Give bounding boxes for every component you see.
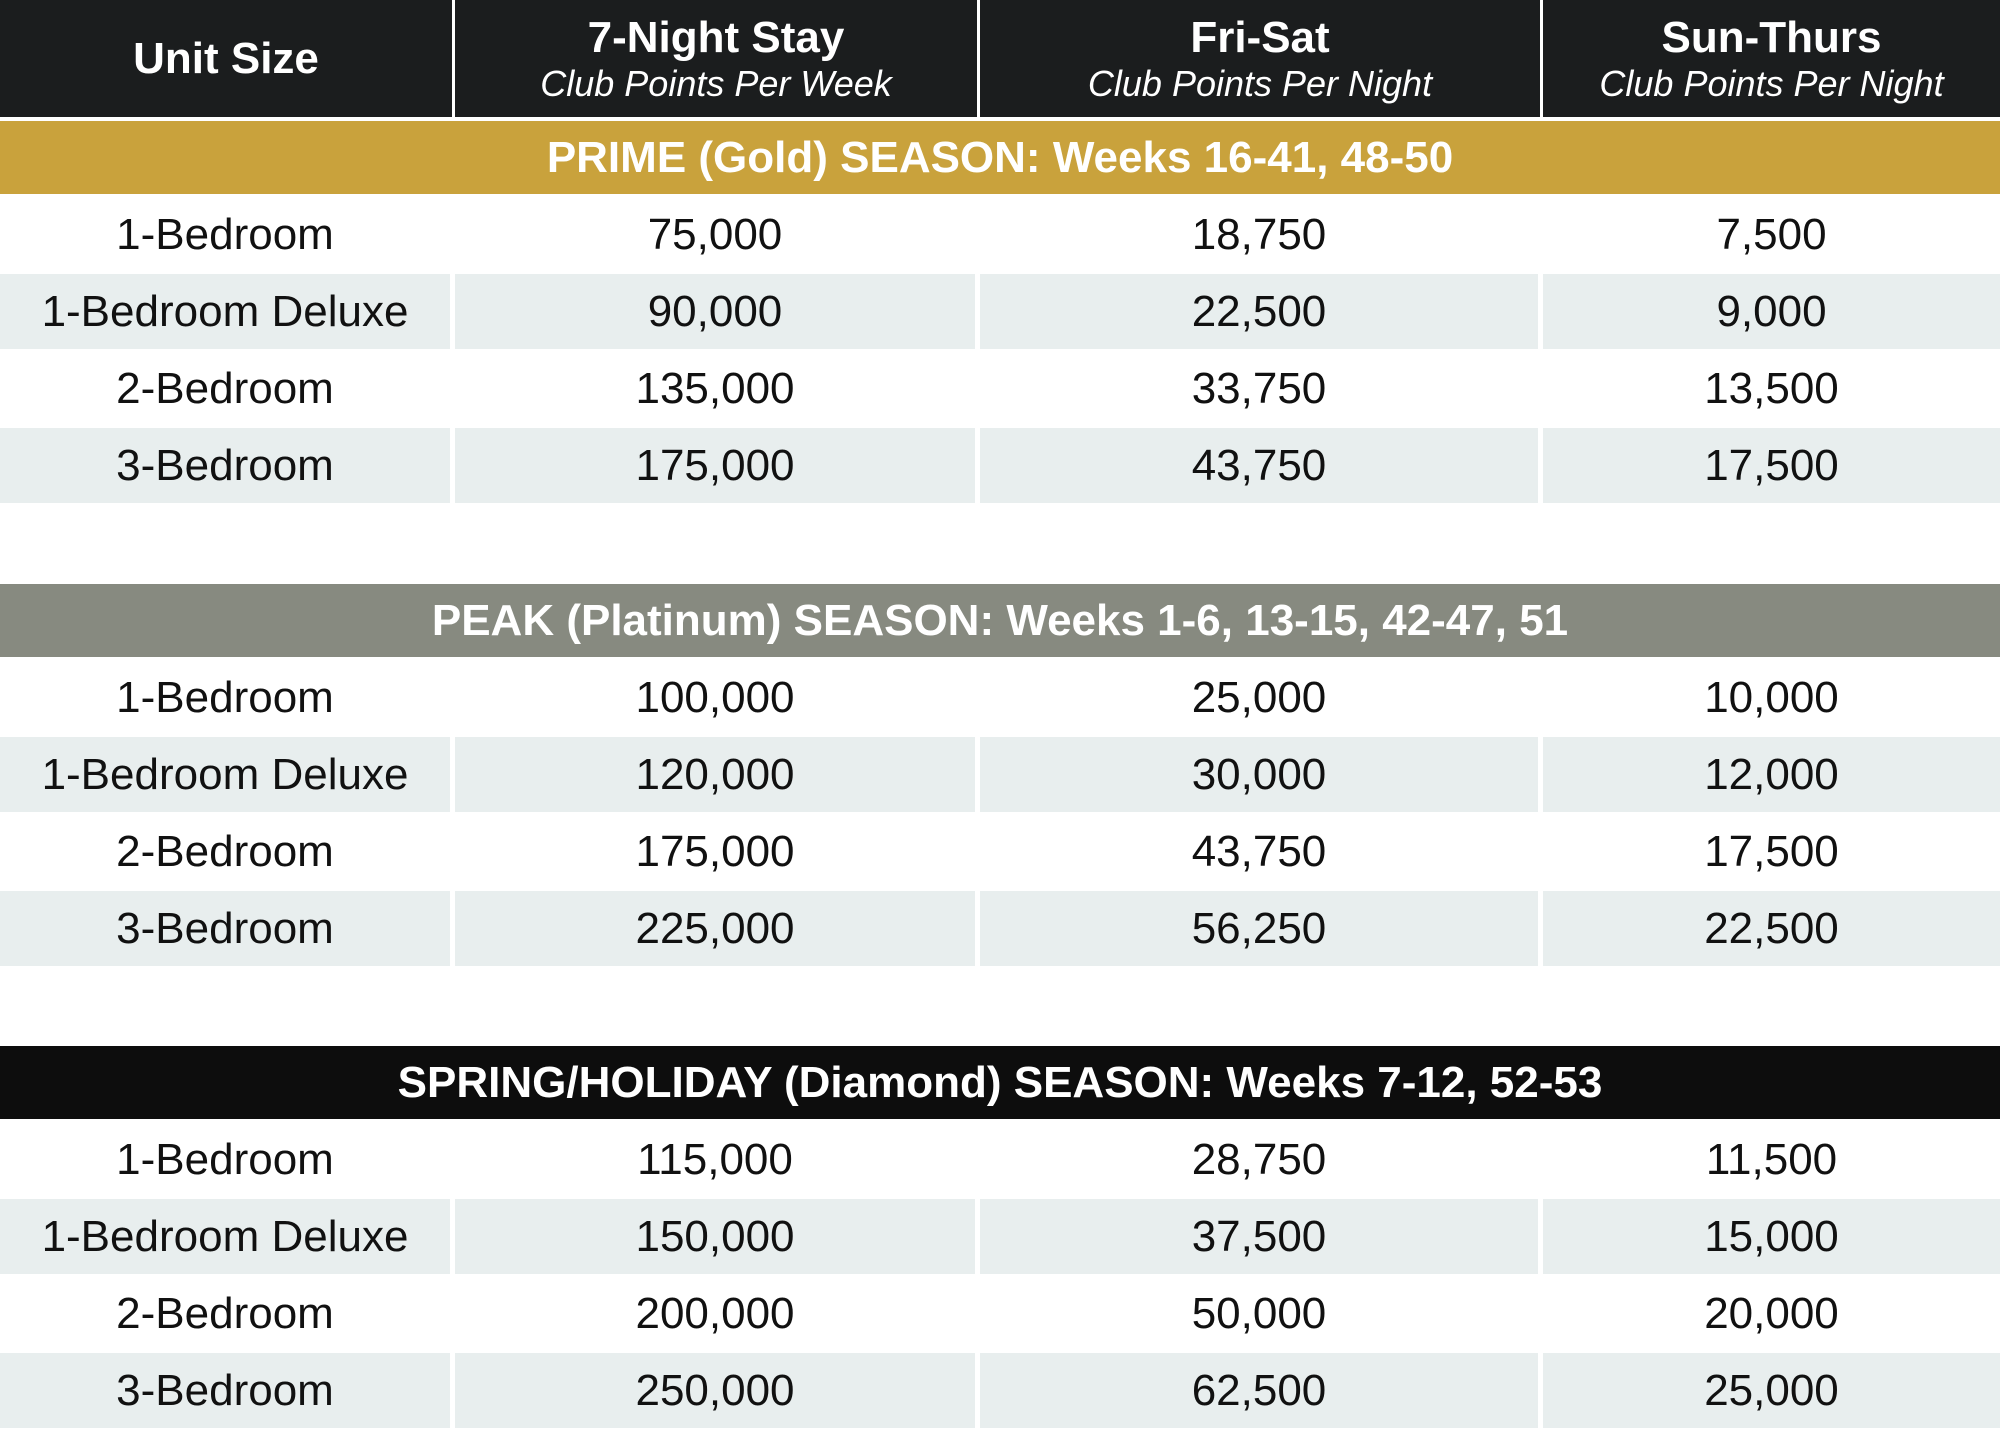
fri-sat-points-cell: 25,000: [980, 660, 1543, 737]
fri-sat-points-cell: 22,500: [980, 274, 1543, 351]
week-points-cell: 120,000: [455, 737, 980, 814]
week-points-cell: 115,000: [455, 1122, 980, 1199]
unit-size-cell: 2-Bedroom: [0, 814, 455, 891]
season-band-prime-gold: PRIME (Gold) SEASON: Weeks 16-41, 48-50: [0, 121, 2000, 194]
table-row: 1-Bedroom 115,000 28,750 11,500: [0, 1122, 2000, 1199]
week-points-cell: 175,000: [455, 428, 980, 505]
week-points-cell: 200,000: [455, 1276, 980, 1353]
fri-sat-points-cell: 43,750: [980, 428, 1543, 505]
fri-sat-points-cell: 43,750: [980, 814, 1543, 891]
header-subtitle: Club Points Per Night: [1087, 62, 1433, 104]
sun-thurs-points-cell: 22,500: [1543, 891, 2000, 968]
header-subtitle: Club Points Per Night: [1599, 62, 1944, 104]
fri-sat-points-cell: 56,250: [980, 891, 1543, 968]
sun-thurs-points-cell: 13,500: [1543, 351, 2000, 428]
header-subtitle: Club Points Per Week: [540, 62, 892, 104]
week-points-cell: 90,000: [455, 274, 980, 351]
sun-thurs-points-cell: 7,500: [1543, 197, 2000, 274]
table-row: 3-Bedroom 225,000 56,250 22,500: [0, 891, 2000, 968]
sun-thurs-points-cell: 17,500: [1543, 428, 2000, 505]
week-points-cell: 225,000: [455, 891, 980, 968]
unit-size-cell: 1-Bedroom: [0, 1122, 455, 1199]
week-points-cell: 75,000: [455, 197, 980, 274]
unit-size-cell: 3-Bedroom: [0, 891, 455, 968]
unit-size-cell: 1-Bedroom Deluxe: [0, 737, 455, 814]
fri-sat-points-cell: 18,750: [980, 197, 1543, 274]
sun-thurs-points-cell: 11,500: [1543, 1122, 2000, 1199]
table-row: 1-Bedroom 100,000 25,000 10,000: [0, 660, 2000, 737]
week-points-cell: 175,000: [455, 814, 980, 891]
season-rows-prime-gold: 1-Bedroom 75,000 18,750 7,500 1-Bedroom Delu…: [0, 197, 2000, 505]
table-row: 2-Bedroom 175,000 43,750 17,500: [0, 814, 2000, 891]
sun-thurs-points-cell: 25,000: [1543, 1353, 2000, 1430]
table-row: 2-Bedroom 135,000 33,750 13,500: [0, 351, 2000, 428]
season-band-peak-platinum: PEAK (Platinum) SEASON: Weeks 1-6, 13-15…: [0, 584, 2000, 657]
unit-size-cell: 1-Bedroom Deluxe: [0, 274, 455, 351]
fri-sat-points-cell: 28,750: [980, 1122, 1543, 1199]
header-title: Sun-Thurs: [1661, 12, 1882, 62]
table-row: 1-Bedroom Deluxe 150,000 37,500 15,000: [0, 1199, 2000, 1276]
table-header: Unit Size 7-Night Stay Club Points Per W…: [0, 0, 2000, 117]
unit-size-cell: 3-Bedroom: [0, 1353, 455, 1430]
header-sun-thurs: Sun-Thurs Club Points Per Night: [1543, 0, 2000, 117]
season-rows-peak-platinum: 1-Bedroom 100,000 25,000 10,000 1-Bedroom De…: [0, 660, 2000, 968]
table-row: 1-Bedroom 75,000 18,750 7,500: [0, 197, 2000, 274]
table-row: 3-Bedroom 250,000 62,500 25,000: [0, 1353, 2000, 1430]
sun-thurs-points-cell: 10,000: [1543, 660, 2000, 737]
header-unit-size: Unit Size: [0, 0, 455, 117]
fri-sat-points-cell: 37,500: [980, 1199, 1543, 1276]
sun-thurs-points-cell: 20,000: [1543, 1276, 2000, 1353]
fri-sat-points-cell: 62,500: [980, 1353, 1543, 1430]
season-rows-spring-holiday-diamond: 1-Bedroom 115,000 28,750 11,500 1-Bedroom De…: [0, 1122, 2000, 1430]
season-band-spring-holiday-diamond: SPRING/HOLIDAY (Diamond) SEASON: Weeks 7…: [0, 1046, 2000, 1119]
sun-thurs-points-cell: 17,500: [1543, 814, 2000, 891]
fri-sat-points-cell: 50,000: [980, 1276, 1543, 1353]
table-row: 2-Bedroom 200,000 50,000 20,000: [0, 1276, 2000, 1353]
unit-size-cell: 3-Bedroom: [0, 428, 455, 505]
sun-thurs-points-cell: 9,000: [1543, 274, 2000, 351]
header-7-night: 7-Night Stay Club Points Per Week: [455, 0, 980, 117]
header-fri-sat: Fri-Sat Club Points Per Night: [980, 0, 1543, 117]
unit-size-cell: 1-Bedroom Deluxe: [0, 1199, 455, 1276]
week-points-cell: 135,000: [455, 351, 980, 428]
week-points-cell: 150,000: [455, 1199, 980, 1276]
header-title: Fri-Sat: [1190, 12, 1330, 62]
fri-sat-points-cell: 33,750: [980, 351, 1543, 428]
fri-sat-points-cell: 30,000: [980, 737, 1543, 814]
week-points-cell: 250,000: [455, 1353, 980, 1430]
table-row: 3-Bedroom 175,000 43,750 17,500: [0, 428, 2000, 505]
unit-size-cell: 1-Bedroom: [0, 197, 455, 274]
unit-size-cell: 2-Bedroom: [0, 351, 455, 428]
sun-thurs-points-cell: 15,000: [1543, 1199, 2000, 1276]
unit-size-cell: 2-Bedroom: [0, 1276, 455, 1353]
week-points-cell: 100,000: [455, 660, 980, 737]
table-row: 1-Bedroom Deluxe 120,000 30,000 12,000: [0, 737, 2000, 814]
table-row: 1-Bedroom Deluxe 90,000 22,500 9,000: [0, 274, 2000, 351]
header-title: Unit Size: [133, 33, 319, 83]
unit-size-cell: 1-Bedroom: [0, 660, 455, 737]
header-title: 7-Night Stay: [587, 12, 845, 62]
sun-thurs-points-cell: 12,000: [1543, 737, 2000, 814]
